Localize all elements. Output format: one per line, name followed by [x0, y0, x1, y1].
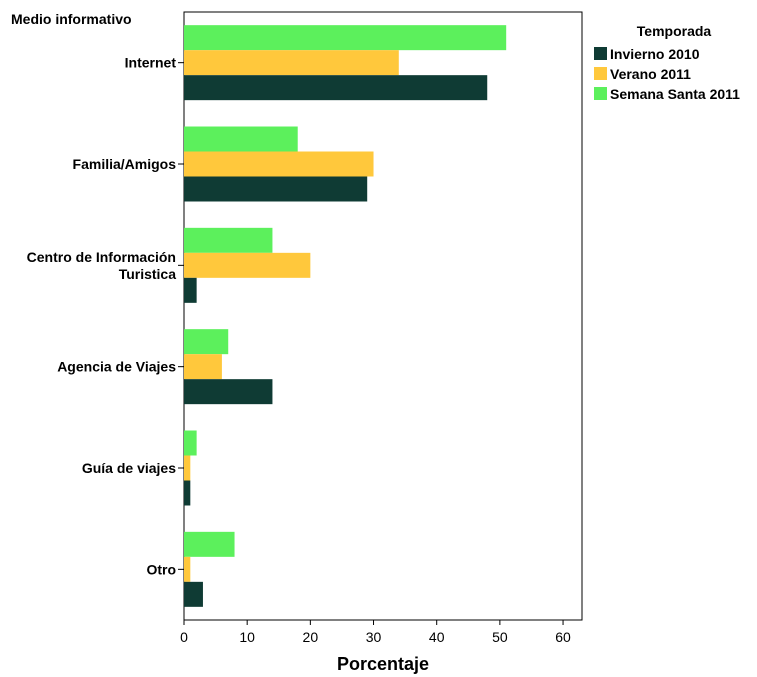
legend-title: Temporada [637, 23, 712, 39]
category-label: Internet [125, 55, 177, 71]
bar-verano-2011-centro-de-informacion-turistica [184, 252, 311, 278]
legend-swatch-semana-santa-2011 [594, 87, 607, 100]
legend-swatch-verano-2011 [594, 67, 607, 80]
bar-semana-santa-2011-familia-amigos [184, 126, 298, 152]
bar-invierno-2010-familia-amigos [184, 176, 368, 202]
category-label: Guía de viajes [82, 460, 176, 476]
bar-invierno-2010-agencia-de-viajes [184, 379, 273, 405]
category-label: Otro [146, 561, 176, 577]
category-label: Centro de Información [27, 249, 176, 265]
bar-verano-2011-agencia-de-viajes [184, 354, 222, 380]
plot-frame [183, 11, 583, 621]
category-labels: Internet Familia/Amigos Centro de Informac… [27, 55, 184, 577]
bar-verano-2011-guia-de-viajes [184, 455, 191, 481]
legend-label-verano-2011: Verano 2011 [610, 66, 691, 82]
x-tick-label: 30 [366, 629, 382, 645]
legend-swatch-invierno-2010 [594, 47, 607, 60]
bar-semana-santa-2011-guia-de-viajes [184, 430, 197, 456]
category-label: Turistica [119, 266, 177, 282]
bar-verano-2011-familia-amigos [184, 151, 374, 177]
y-axis-title: Medio informativo [11, 11, 132, 27]
bar-invierno-2010-internet [184, 75, 488, 101]
x-tick-label: 20 [303, 629, 319, 645]
bar-semana-santa-2011-agencia-de-viajes [184, 329, 229, 355]
category-label: Agencia de Viajes [57, 359, 176, 375]
bar-invierno-2010-guia-de-viajes [184, 480, 191, 506]
category-label: Familia/Amigos [73, 156, 177, 172]
legend: Temporada Invierno 2010 Verano 2011 Semana… [594, 23, 740, 102]
bar-invierno-2010-centro-de-informacion-turistica [184, 277, 197, 303]
x-axis-title: Porcentaje [337, 654, 429, 674]
bar-verano-2011-otro [184, 556, 191, 582]
x-tick-label: 40 [429, 629, 445, 645]
x-tick-label: 0 [180, 629, 188, 645]
bar-verano-2011-internet [184, 50, 399, 76]
x-tick-label: 60 [555, 629, 571, 645]
x-tick-label: 50 [492, 629, 508, 645]
bar-invierno-2010-otro [184, 581, 203, 607]
x-axis-ticks: 0 10 20 30 40 50 60 [180, 620, 571, 645]
bars-group [184, 25, 507, 607]
bar-semana-santa-2011-internet [184, 25, 507, 51]
x-tick-label: 10 [239, 629, 255, 645]
bar-semana-santa-2011-otro [184, 531, 235, 557]
legend-label-semana-santa-2011: Semana Santa 2011 [610, 86, 740, 102]
legend-label-invierno-2010: Invierno 2010 [610, 46, 700, 62]
bar-semana-santa-2011-centro-de-informacion-turistica [184, 227, 273, 253]
